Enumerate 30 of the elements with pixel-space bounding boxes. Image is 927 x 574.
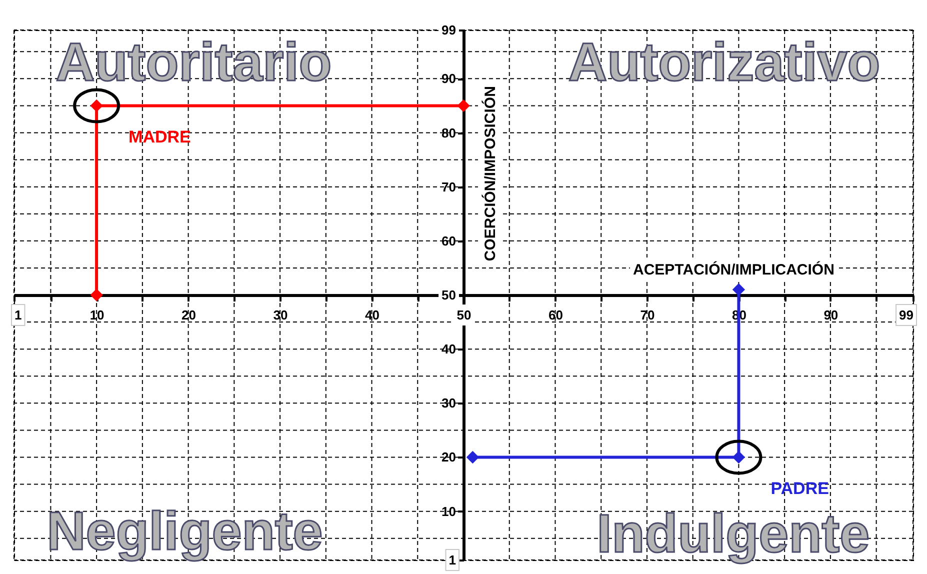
y-tick-label: 10 [442, 504, 456, 519]
point [90, 288, 103, 302]
y-tick-label: 70 [442, 179, 456, 194]
y-axis-title: COERCIÓN/IMPOSICIÓN [481, 86, 499, 262]
x-tick-label: 60 [548, 308, 563, 322]
x-tick-label: 10 [90, 308, 104, 322]
annotation: Autorizativo [568, 32, 880, 92]
y-tick-label: 60 [442, 233, 456, 248]
y-tick-label: 20 [442, 450, 456, 465]
x-tick-label: 90 [824, 308, 838, 322]
x-axis-title: ACEPTACIÓN/IMPLICACIÓN [633, 260, 834, 278]
y-tick-label: 80 [442, 125, 456, 140]
x-tick-label: 40 [365, 308, 380, 322]
y-tick-label: 40 [442, 342, 456, 357]
series-label: PADRE [770, 479, 829, 498]
x-tick-label: 99 [899, 308, 914, 322]
x-tick-label: 30 [273, 308, 288, 322]
annotation: Negligente [46, 502, 323, 562]
y-tick-label: 90 [442, 71, 456, 86]
point [457, 99, 470, 112]
annotation: Autoritario [56, 32, 332, 92]
series-label: MADRE [128, 128, 191, 147]
x-tick-label: 1 [14, 308, 22, 322]
x-tick-label: 70 [640, 308, 655, 322]
x-tick-label: 20 [182, 308, 196, 322]
annotation: Indulgente [596, 504, 870, 564]
point [732, 283, 746, 296]
point [466, 450, 479, 464]
y-tick-label: 30 [442, 396, 456, 411]
y-tick-label: 1 [448, 552, 456, 568]
